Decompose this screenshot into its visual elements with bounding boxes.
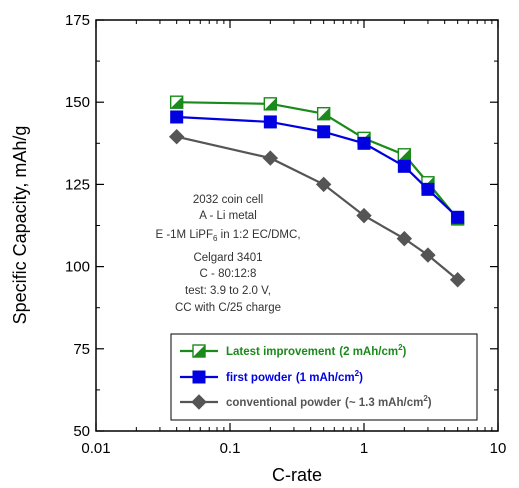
legend-conventional-sup: 2 — [423, 394, 428, 403]
y-tick-label: 50 — [73, 423, 90, 440]
legend-conventional-suffix: (~ 1.3 mAh/cm — [345, 397, 423, 409]
axis-tick-labels: 50 75 100 125 150 175 0.01 0.1 1 10 — [65, 12, 506, 457]
annotation-line-3-main: E -1M LiPF — [155, 229, 213, 241]
legend-conventional-name: conventional powder — [226, 397, 342, 409]
data-point-s2-3 — [356, 207, 372, 224]
y-tick-label: 150 — [65, 94, 90, 111]
y-tick-label: 100 — [65, 259, 90, 276]
data-point-s0-0 — [169, 95, 184, 109]
x-tick-label: 0.1 — [220, 440, 241, 457]
legend-box — [170, 333, 478, 421]
x-tick-label: 10 — [490, 440, 507, 457]
data-point-s2-5 — [420, 247, 436, 263]
data-point-s1-3 — [357, 136, 371, 150]
x-tick-label: 1 — [360, 440, 368, 457]
annotation-line-2: A - Li metal — [199, 210, 257, 222]
data-point-s1-0 — [170, 110, 184, 124]
series-group — [168, 95, 466, 288]
experiment-annotation: 2032 coin cell A - Li metal E -1M LiPF6 … — [155, 194, 300, 314]
annotation-line-3-rest: in 1:2 EC/DMC, — [217, 229, 300, 241]
y-tick-label: 175 — [65, 12, 90, 29]
axis-ticks — [95, 19, 499, 432]
legend-first-close: ) — [359, 372, 363, 384]
legend-marker-1 — [192, 370, 206, 384]
y-axis-title: Specific Capacity, mAh/g — [10, 126, 30, 325]
x-tick-label: 0.01 — [81, 440, 110, 457]
legend-latest-close: ) — [403, 346, 407, 358]
annotation-line-3-subscript: 6 — [213, 234, 218, 243]
legend-first-name: first powder — [226, 372, 292, 384]
annotation-line-4: Celgard 3401 — [193, 252, 262, 264]
legend-label-first: first powder (1 mAh/cm2) — [226, 369, 363, 384]
data-point-s1-4 — [397, 159, 411, 173]
data-point-s2-1 — [262, 150, 279, 166]
data-point-s0-4 — [397, 148, 412, 162]
data-point-s1-2 — [317, 125, 331, 139]
data-point-s1-6 — [451, 210, 465, 224]
legend-first-suffix: (1 mAh/cm — [296, 372, 355, 384]
legend-latest-name: Latest improvement — [226, 346, 335, 358]
data-point-s0-1 — [263, 97, 278, 111]
annotation-line-3: E -1M LiPF6 in 1:2 EC/DMC, — [155, 229, 300, 243]
legend-first-sup: 2 — [355, 369, 360, 378]
x-axis-title: C-rate — [272, 465, 322, 485]
data-point-s2-2 — [315, 176, 332, 193]
legend: Latest improvement (2 mAh/cm2) first powd… — [170, 333, 478, 421]
data-point-s2-0 — [168, 129, 185, 145]
y-tick-label: 75 — [73, 341, 90, 358]
legend-marker-2 — [191, 394, 207, 410]
annotation-line-5: C - 80:12:8 — [200, 268, 257, 280]
data-point-s0-2 — [316, 107, 331, 121]
legend-samples — [180, 344, 218, 410]
data-point-s1-5 — [421, 182, 435, 196]
annotation-line-7: CC with C/25 charge — [175, 302, 281, 314]
legend-latest-suffix: (2 mAh/cm — [339, 346, 398, 358]
legend-label-conventional: conventional powder (~ 1.3 mAh/cm2) — [226, 394, 432, 409]
data-point-s1-1 — [263, 115, 277, 129]
annotation-line-1: 2032 coin cell — [193, 194, 263, 206]
y-tick-label: 125 — [65, 176, 90, 193]
data-point-s2-4 — [396, 230, 413, 247]
legend-conventional-close: ) — [428, 397, 432, 409]
annotation-line-6: test: 3.9 to 2.0 V, — [185, 285, 271, 297]
legend-marker-0 — [192, 344, 206, 358]
legend-latest-sup: 2 — [398, 343, 403, 352]
data-point-s2-6 — [449, 272, 466, 288]
legend-label-latest: Latest improvement (2 mAh/cm2) — [226, 343, 407, 358]
